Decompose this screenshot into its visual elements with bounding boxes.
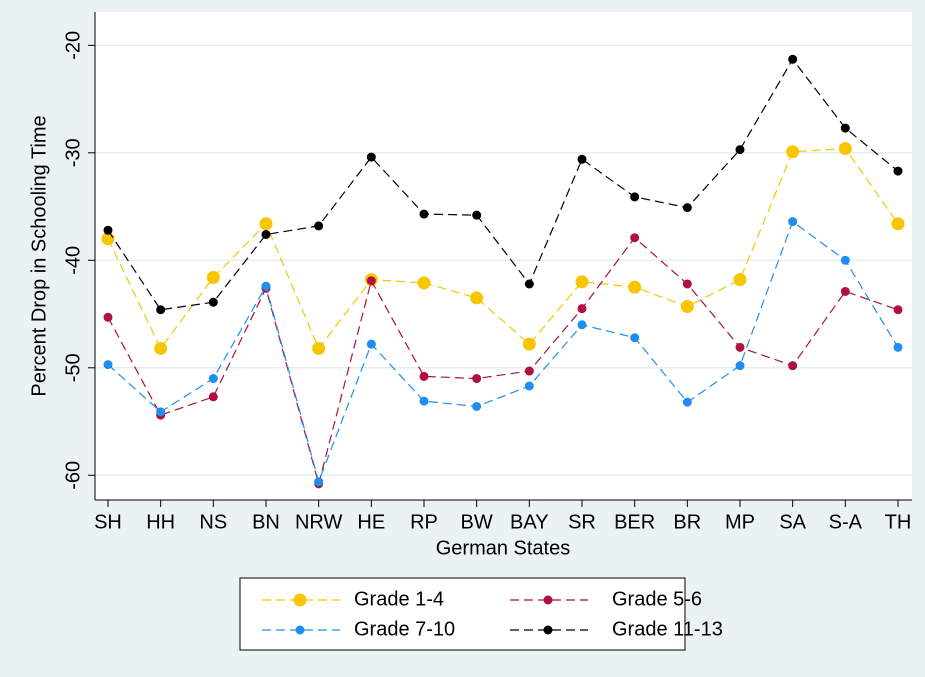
marker [366,339,376,349]
legend-marker [543,625,553,635]
marker [893,342,903,352]
marker [893,166,903,176]
marker [577,320,587,330]
marker [788,217,798,227]
marker [577,154,587,164]
marker [524,381,534,391]
legend-marker [543,595,553,605]
marker [472,374,482,384]
y-tick-label: -40 [62,246,84,275]
marker [156,305,166,315]
marker [682,397,692,407]
x-axis-title: German States [436,537,571,559]
legend-label: Grade 5-6 [612,588,702,610]
marker [840,286,850,296]
marker [838,142,852,156]
x-tick-label: SA [779,511,806,533]
x-tick-label: HH [146,511,175,533]
marker [208,392,218,402]
marker [312,341,326,355]
legend-marker [295,625,305,635]
marker [419,396,429,406]
x-tick-label: BW [461,511,493,533]
y-tick-label: -30 [62,138,84,167]
marker [735,145,745,155]
marker [840,255,850,265]
marker [103,225,113,235]
marker [156,407,166,417]
marker [259,217,273,231]
y-tick-label: -20 [62,31,84,60]
marker [314,477,324,487]
marker [206,270,220,284]
marker [788,361,798,371]
marker [261,230,271,240]
marker [470,291,484,305]
marker [891,217,905,231]
marker [419,209,429,219]
marker [208,374,218,384]
marker [682,279,692,289]
marker [419,371,429,381]
marker [628,280,642,294]
marker [575,275,589,289]
marker [472,210,482,220]
y-tick-label: -60 [62,461,84,490]
x-tick-label: SH [94,511,122,533]
legend-marker [293,593,307,607]
marker [103,360,113,370]
marker [154,341,168,355]
marker [577,304,587,314]
marker [630,192,640,202]
marker [788,54,798,64]
legend-label: Grade 7-10 [354,618,455,640]
marker [261,281,271,291]
marker [472,401,482,411]
x-tick-label: BAY [510,511,549,533]
x-tick-label: BN [252,511,280,533]
marker [524,366,534,376]
x-tick-label: HE [357,511,385,533]
series-line [107,236,899,487]
marker [522,337,536,351]
marker [735,361,745,371]
marker [366,152,376,162]
x-tick-label: S-A [829,511,863,533]
series-line [107,58,899,311]
marker [735,342,745,352]
marker [208,297,218,307]
legend-label: Grade 1-4 [354,588,444,610]
marker [786,145,800,159]
marker [680,300,694,314]
marker [682,203,692,213]
marker [840,123,850,133]
marker [733,273,747,287]
marker [524,279,534,289]
x-tick-label: SR [568,511,596,533]
x-tick-label: MP [725,511,755,533]
marker [417,276,431,290]
legend-label: Grade 11-13 [612,618,723,640]
x-tick-label: RP [410,511,438,533]
marker [366,276,376,286]
series-line [107,147,899,350]
y-axis-title: Percent Drop in Schooling Time [28,115,50,396]
marker [103,312,113,322]
marker [630,333,640,343]
series-line [107,220,899,484]
x-tick-label: BER [614,511,655,533]
x-tick-label: NS [199,511,227,533]
x-tick-label: NRW [295,511,343,533]
marker [314,221,324,231]
x-tick-label: TH [885,511,912,533]
marker [630,233,640,243]
x-tick-label: BR [673,511,701,533]
y-tick-label: -50 [62,353,84,382]
marker [893,305,903,315]
plot-area [95,12,912,500]
legend-box [239,577,686,651]
